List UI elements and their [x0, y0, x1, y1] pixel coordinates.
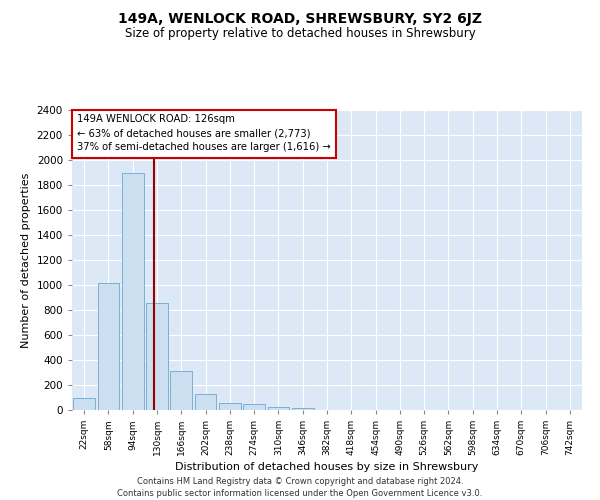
Bar: [194, 394, 217, 410]
Bar: [268, 406, 289, 410]
Bar: [170, 370, 192, 410]
Bar: [146, 303, 168, 410]
Bar: [219, 403, 241, 410]
Bar: [73, 398, 95, 410]
X-axis label: Distribution of detached houses by size in Shrewsbury: Distribution of detached houses by size …: [175, 462, 479, 472]
Bar: [122, 172, 143, 410]
Text: Size of property relative to detached houses in Shrewsbury: Size of property relative to detached ho…: [125, 28, 475, 40]
Bar: [97, 282, 119, 410]
Bar: [243, 404, 265, 410]
Y-axis label: Number of detached properties: Number of detached properties: [21, 172, 31, 348]
Text: 149A WENLOCK ROAD: 126sqm
← 63% of detached houses are smaller (2,773)
37% of se: 149A WENLOCK ROAD: 126sqm ← 63% of detac…: [77, 114, 331, 152]
Text: Contains HM Land Registry data © Crown copyright and database right 2024.
Contai: Contains HM Land Registry data © Crown c…: [118, 476, 482, 498]
Text: 149A, WENLOCK ROAD, SHREWSBURY, SY2 6JZ: 149A, WENLOCK ROAD, SHREWSBURY, SY2 6JZ: [118, 12, 482, 26]
Bar: [292, 408, 314, 410]
